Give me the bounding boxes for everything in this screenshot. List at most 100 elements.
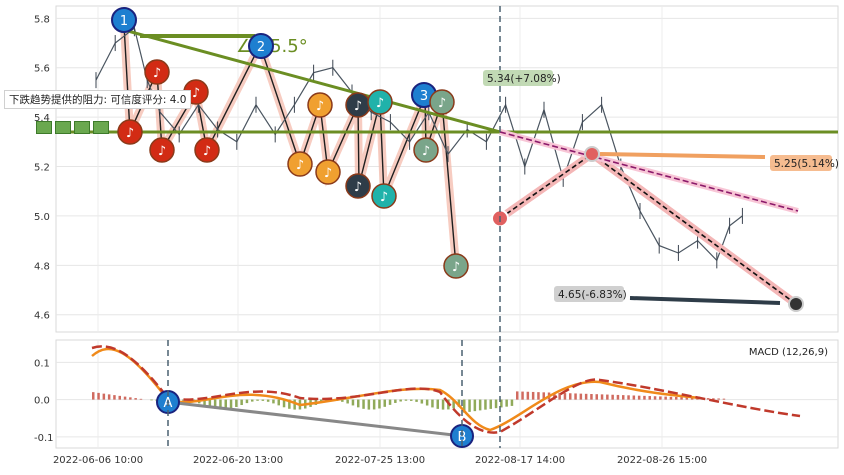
macd-histogram-bar — [569, 393, 572, 400]
macd-histogram-bar — [574, 393, 577, 400]
macd-histogram-bar — [357, 399, 360, 408]
price-tick-label: 4.6 — [34, 311, 50, 322]
macd-histogram-bar — [235, 399, 238, 407]
macd-histogram-bar — [436, 399, 439, 409]
resistance-label: 下跌趋势提供的阻力: 可信度评分: 4.0 — [4, 90, 192, 109]
macd-histogram-bar — [415, 399, 418, 402]
macd-histogram-bar — [473, 399, 477, 412]
rating-dot — [74, 121, 90, 134]
macd-histogram-bar — [441, 399, 445, 410]
macd-tick-label: -0.1 — [34, 433, 54, 444]
macd-histogram-bar — [378, 399, 381, 409]
rating-dot — [55, 121, 71, 134]
macd-histogram-bar — [690, 397, 694, 400]
macd-histogram-bar — [590, 394, 593, 400]
price-line — [95, 27, 743, 262]
note-icon — [315, 159, 341, 185]
macd-histogram-bar — [595, 394, 598, 400]
macd-histogram-bar — [410, 399, 413, 401]
marker-number: 3 — [420, 89, 428, 104]
macd-histogram-bar — [245, 399, 249, 404]
target-down-label: 4.65(-6.83%) — [558, 289, 627, 301]
macd-histogram-bar — [553, 392, 556, 400]
macd-histogram-bar — [516, 391, 519, 400]
macd-histogram-bar — [531, 391, 535, 400]
rating-dots — [36, 121, 109, 134]
macd-histogram-bar — [123, 396, 127, 400]
macd-histogram-bar — [229, 399, 233, 409]
note-glyph: ♪ — [438, 96, 446, 111]
macd-histogram-bar — [341, 399, 344, 402]
marker-circle — [248, 33, 274, 59]
note-glyph: ♪ — [354, 180, 362, 195]
macd-histogram-bar — [251, 399, 254, 402]
note-icon — [287, 151, 313, 177]
macd-histogram-bar — [150, 399, 153, 401]
macd-histogram-bar — [653, 396, 657, 400]
macd-histogram-bar — [643, 395, 646, 400]
rating-dot — [36, 121, 52, 134]
macd-histogram-bar — [134, 398, 137, 400]
macd-histogram-bar — [680, 397, 683, 400]
macd-histogram-bar — [526, 391, 530, 400]
macd-histogram-bar — [256, 399, 259, 401]
macd-histogram-bar — [478, 399, 482, 411]
macd-histogram-bar — [129, 397, 132, 400]
macd-histogram-bar — [420, 399, 424, 404]
macd-histogram-bar — [394, 399, 397, 403]
note-glyph: ♪ — [422, 144, 430, 159]
macd-histogram-bar — [600, 394, 604, 400]
arrow-mid — [599, 152, 766, 159]
macd-histogram-bar — [272, 399, 275, 404]
x-tick-label: 2022-08-17 14:00 — [475, 455, 565, 466]
macd-histogram-bar — [213, 399, 217, 409]
macd-histogram-bar — [675, 396, 678, 400]
macd-histogram-bar — [399, 399, 402, 402]
macd-histogram-bar — [102, 393, 106, 400]
price-tick-label: 5.0 — [34, 212, 50, 223]
note-glyph: ♪ — [376, 96, 384, 111]
macd-histogram-bar — [367, 399, 371, 410]
macd-histogram-bar — [463, 399, 466, 413]
x-tick-label: 2022-07-25 13:00 — [335, 455, 425, 466]
macd-histogram-bar — [579, 393, 583, 400]
note-glyph: ♪ — [452, 260, 460, 275]
price-tick-label: 5.8 — [34, 14, 50, 25]
note-icon — [345, 173, 371, 199]
price-tick-label: 5.2 — [34, 163, 50, 174]
macd-histogram-bar — [107, 394, 111, 400]
target-mid-label-bg — [770, 155, 832, 171]
macd-histogram-bar — [404, 399, 408, 401]
note-icon — [144, 59, 170, 85]
macd-histogram-bar — [92, 392, 95, 400]
target-down-label-bg — [554, 286, 624, 302]
macd-histogram-bar — [277, 399, 280, 406]
note-icon — [117, 119, 143, 145]
macd-histogram-bar — [208, 399, 212, 408]
macd-histogram-bar — [182, 399, 185, 401]
macd-histogram-bar — [457, 399, 461, 407]
macd-histogram-bar — [484, 399, 487, 410]
macd-histogram-bar — [558, 392, 561, 400]
macd-histogram-bar — [606, 394, 609, 400]
macd-tick-label: 0.0 — [34, 396, 50, 407]
macd-histogram-bar — [97, 392, 100, 400]
macd-histogram-bar — [611, 394, 614, 400]
target-up-label: 5.34(+7.08%) — [487, 73, 561, 85]
macd-histogram-bar — [637, 395, 641, 400]
macd-histogram-bar — [388, 399, 392, 405]
macd-histogram-bar — [616, 394, 620, 400]
annotation-layer: ∠-15.5°5.34(+7.08%)5.25(5.14%)4.65(-6.83… — [56, 6, 839, 448]
note-glyph: ♪ — [153, 66, 161, 81]
macd-histogram-bar — [712, 398, 715, 400]
note-icon — [149, 137, 175, 163]
macd-histogram-bar — [632, 395, 636, 400]
macd-histogram-bar — [584, 393, 588, 400]
macd-histogram-bar — [452, 399, 455, 409]
divergence-line — [167, 400, 463, 438]
price-tick-label: 4.8 — [34, 261, 50, 272]
grid-layer — [55, 5, 839, 449]
macd-histogram-bar — [431, 399, 434, 408]
